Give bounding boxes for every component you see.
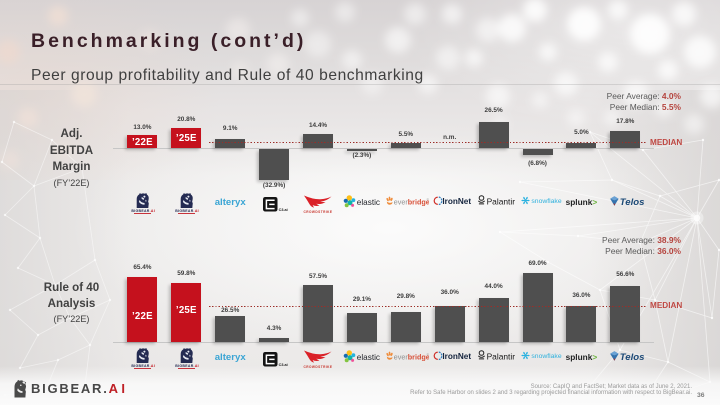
svg-text:Palantir: Palantir xyxy=(486,351,515,361)
svg-text:®: ® xyxy=(427,198,429,202)
svg-text:Telos: Telos xyxy=(620,352,645,363)
svg-text:bridge: bridge xyxy=(408,353,429,362)
svg-text:snowflake: snowflake xyxy=(531,353,561,360)
svg-text:elastic: elastic xyxy=(357,353,380,362)
svg-text:ever: ever xyxy=(394,198,409,207)
svg-text:bridge: bridge xyxy=(408,198,429,207)
svg-text:elastic: elastic xyxy=(357,198,380,207)
svg-text:ever: ever xyxy=(394,353,409,362)
svg-text:snowflake: snowflake xyxy=(531,198,561,205)
svg-text:C3.ai: C3.ai xyxy=(278,363,287,367)
svg-text:IronNet: IronNet xyxy=(442,352,471,361)
svg-text:Telos: Telos xyxy=(620,197,645,208)
svg-text:C3.ai: C3.ai xyxy=(278,208,287,212)
svg-text:Palantir: Palantir xyxy=(486,196,515,206)
svg-text:®: ® xyxy=(427,353,429,357)
svg-text:IronNet: IronNet xyxy=(442,197,471,206)
